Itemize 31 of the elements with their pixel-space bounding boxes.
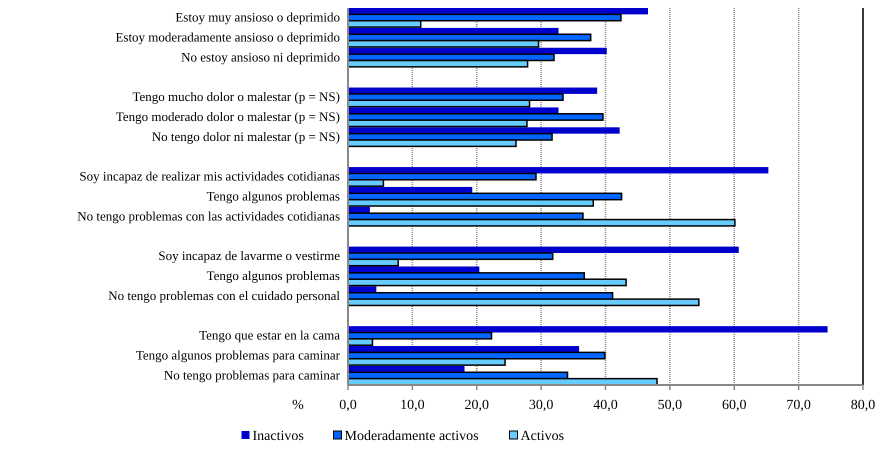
y-tick-label: Tengo moderado dolor o malestar (p = NS) — [116, 108, 340, 124]
bar — [348, 246, 739, 253]
y-tick-label: Tengo que estar en la cama — [199, 328, 340, 343]
x-tick-label: 70,0 — [786, 398, 811, 413]
x-tick-label: 30,0 — [528, 398, 554, 413]
y-tick-label: Tengo algunos problemas — [206, 188, 340, 204]
x-tick-label: 50,0 — [658, 398, 682, 413]
x-tick-label: 0,0 — [339, 398, 357, 413]
y-tick-label: Tengo algunos problemas para caminar — [136, 348, 341, 363]
y-tick-label: Soy incapaz de lavarme o vestirme — [158, 248, 340, 264]
y-tick-label: Soy incapaz de realizar mis actividades cotidianas — [79, 168, 340, 184]
legend-label: Inactivos — [252, 429, 304, 444]
bar — [348, 167, 768, 174]
y-tick-label: No tengo problemas con el cuidado personal — [108, 288, 340, 303]
bar — [348, 326, 828, 333]
x-axis-title: % — [292, 398, 304, 413]
x-tick-label: 40,0 — [593, 398, 618, 413]
x-tick-label: 80,0 — [850, 398, 876, 413]
legend-label: Moderadamente activos — [344, 429, 479, 444]
x-tick-label: 10,0 — [400, 398, 425, 413]
y-tick-label: Tengo mucho dolor o malestar (p = NS) — [132, 89, 340, 104]
y-tick-label: No tengo problemas para caminar — [164, 367, 341, 382]
y-tick-label: Tengo algunos problemas — [206, 268, 340, 284]
legend-label: Activos — [520, 429, 564, 444]
y-tick-label: No estoy ansioso ni deprimido — [181, 49, 340, 64]
y-tick-label: No tengo dolor ni malestar (p = NS) — [152, 128, 340, 144]
y-tick-label: Estoy moderadamente ansioso o deprimido — [115, 29, 340, 44]
y-tick-label: No tengo problemas con las actividades cotidianas — [77, 208, 340, 224]
y-tick-label: Estoy muy ansioso o deprimido — [175, 10, 340, 25]
x-tick-label: 20,0 — [464, 398, 489, 413]
x-tick-label: 60,0 — [722, 398, 746, 413]
